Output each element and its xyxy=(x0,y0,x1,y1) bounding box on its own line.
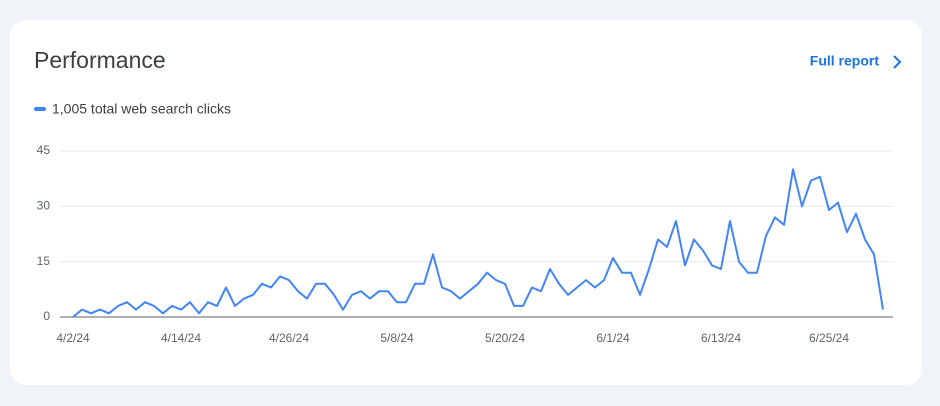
y-tick-label: 30 xyxy=(37,199,51,213)
x-tick-label: 4/26/24 xyxy=(269,331,309,345)
y-tick-label: 0 xyxy=(43,309,50,323)
x-tick-label: 6/13/24 xyxy=(701,331,741,345)
chevron-icon[interactable] xyxy=(893,55,902,69)
performance-card xyxy=(10,20,922,385)
data-line xyxy=(72,168,884,318)
x-tick-label: 4/14/24 xyxy=(161,331,201,345)
x-tick-label: 6/1/24 xyxy=(596,331,630,345)
x-tick-label: 5/20/24 xyxy=(485,331,525,345)
y-tick-label: 15 xyxy=(37,254,51,268)
y-tick-label: 45 xyxy=(37,143,51,157)
x-tick-label: 5/8/24 xyxy=(380,331,414,345)
x-tick-label: 4/2/24 xyxy=(56,331,90,345)
legend-swatch xyxy=(34,107,46,111)
legend-label: 1,005 total web search clicks xyxy=(52,101,231,117)
x-tick-label: 6/25/24 xyxy=(809,331,849,345)
full-report-link[interactable]: Full report xyxy=(810,53,880,69)
card-title: Performance xyxy=(34,47,166,73)
